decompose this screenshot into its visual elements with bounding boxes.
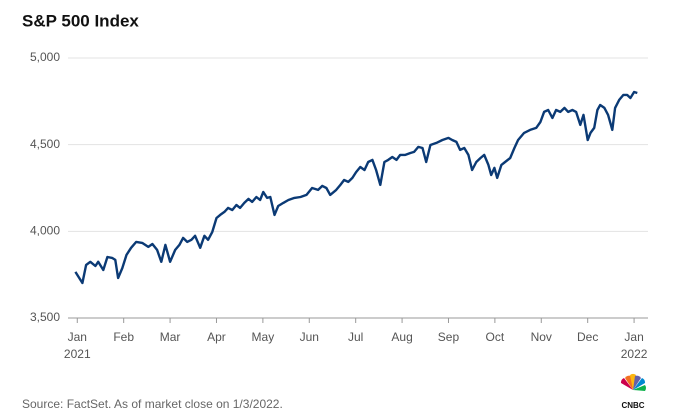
chart-title: S&P 500 Index bbox=[22, 11, 139, 30]
y-tick-label: 3,500 bbox=[30, 310, 60, 324]
x-tick-label: Feb bbox=[113, 330, 134, 344]
x-year-label: 2021 bbox=[64, 347, 91, 361]
x-tick-label: Oct bbox=[486, 330, 505, 344]
x-tick-label: Nov bbox=[531, 330, 552, 344]
x-tick-label: Dec bbox=[577, 330, 598, 344]
x-tick-label: Jul bbox=[348, 330, 363, 344]
logo-text: CNBC bbox=[621, 401, 644, 410]
source-note: Source: FactSet. As of market close on 1… bbox=[22, 397, 283, 411]
x-tick-label: Mar bbox=[160, 330, 181, 344]
x-tick-label: Sep bbox=[438, 330, 460, 344]
y-tick-label: 4,500 bbox=[30, 137, 60, 151]
x-year-label: 2022 bbox=[621, 347, 648, 361]
price-line bbox=[74, 90, 638, 285]
y-tick-label: 5,000 bbox=[30, 50, 60, 64]
x-tick-label: Apr bbox=[207, 330, 226, 344]
x-tick-label: Jan bbox=[68, 330, 87, 344]
x-tick-label: Jan bbox=[624, 330, 643, 344]
logo bbox=[620, 374, 646, 391]
y-tick-label: 4,000 bbox=[30, 224, 60, 238]
x-tick-label: Aug bbox=[391, 330, 412, 344]
x-tick-label: May bbox=[252, 330, 275, 344]
x-tick-label: Jun bbox=[300, 330, 319, 344]
